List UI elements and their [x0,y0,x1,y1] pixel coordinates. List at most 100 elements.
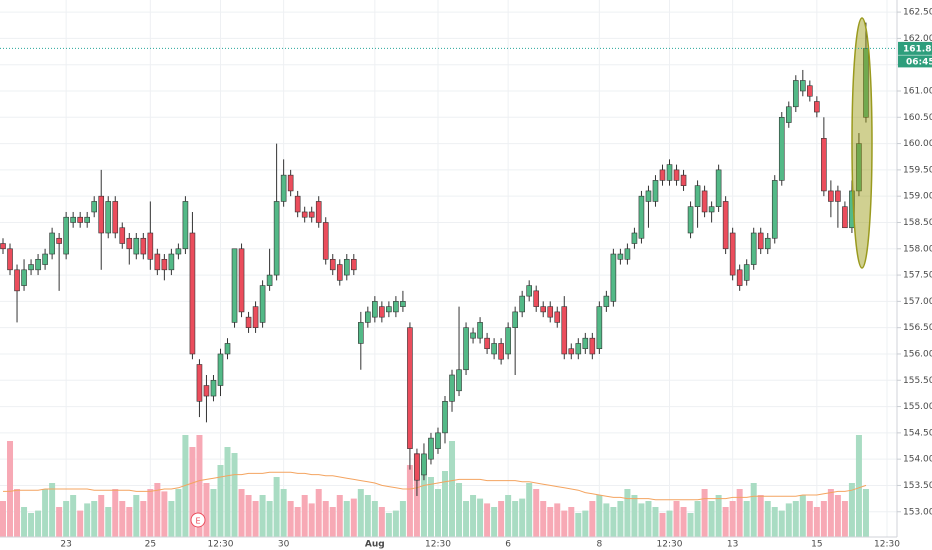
candle-body [266,274,273,286]
candle-body [638,195,645,239]
countdown-tag [898,55,932,68]
candle-body [547,306,554,318]
candle-body [245,316,252,328]
candle-body [631,232,638,244]
volume-bar [336,495,343,537]
y-tick-label: 158.50 [903,218,932,228]
candle-body [126,237,133,250]
candle-body [470,332,476,339]
candle-body [498,343,504,360]
candle-body [372,301,378,318]
volume-bar [540,501,547,537]
candle-body [407,327,413,449]
candle-body [287,174,294,192]
volume-pane [0,435,869,537]
volume-bar [813,507,820,537]
candle-body [0,243,6,250]
candle-body [112,201,119,234]
volume-bar [561,510,568,537]
volume-bar [371,501,378,537]
volume-bar [168,501,175,537]
candle-body [484,337,490,350]
volume-bar [764,501,771,537]
x-tick-label: 13 [727,540,738,550]
candle-body [252,306,259,328]
y-tick-label: 156.50 [903,323,932,333]
volume-bar [133,495,140,537]
candle-body [329,258,336,271]
candle-body [849,190,855,229]
price-pane [0,22,869,496]
candle-body [575,343,582,355]
y-tick-label: 157.00 [903,297,932,307]
volume-bar [547,507,554,537]
highlight-ellipse [851,17,873,269]
volume-bar [533,489,540,537]
candle-body [477,322,483,339]
candle-body [603,295,610,307]
volume-bar [666,510,673,537]
volume-bar [287,501,294,537]
candle-body [294,195,301,213]
candle-body [182,201,189,250]
candle-body [449,374,455,402]
grid [0,0,897,537]
candle-body [561,306,568,355]
countdown-label: 06:45 [906,57,932,67]
candle-body [28,264,34,271]
candle-body [708,206,715,213]
volume-bar [308,503,315,537]
volume-bar [715,495,722,537]
candle-body [189,232,196,355]
last-price-tag [898,41,932,55]
volume-bar [203,483,210,537]
candle-body [715,169,722,208]
candle-body [98,195,105,234]
candle-body [456,369,462,392]
volume-bar [575,513,582,537]
event-marker[interactable] [190,512,206,528]
volume-bar [463,501,470,537]
volume-bar [771,507,778,537]
volume-bar [406,465,413,537]
volume-ma-line [3,471,867,501]
volume-bar [280,489,287,537]
volume-bar [477,498,484,537]
volume-bar [687,513,694,537]
candle-body [722,201,729,250]
x-tick-label: Aug [365,540,385,550]
candle-body [540,306,547,313]
volume-bar [231,453,238,537]
candle-body [491,343,497,355]
volume-bar [750,483,757,537]
candle-body [821,138,827,192]
candle-body [526,285,532,297]
x-tick-label: 12:30 [657,540,683,550]
volume-bar [610,507,617,537]
candle-body [421,453,427,476]
candle-body [400,301,406,307]
candle-body [210,379,217,397]
candle-body [771,180,778,239]
candle-body [666,164,673,181]
volume-bar [245,495,252,537]
candle-body [42,253,48,265]
y-tick-label: 158.00 [903,244,932,254]
candle-body [49,232,55,255]
y-tick-label: 157.50 [903,271,932,281]
volume-bar [855,435,862,537]
volume-bar [505,495,512,537]
volume-bar [617,501,624,537]
candle-body [568,348,575,355]
candle-body [175,248,182,255]
volume-bar [631,495,638,537]
volume-bar [91,501,98,537]
candle-body [91,201,98,213]
volume-bar [329,507,336,537]
candle-body [519,295,525,313]
volume-bar [420,459,427,537]
volume-bar [673,501,680,537]
volume-bar [659,513,666,537]
